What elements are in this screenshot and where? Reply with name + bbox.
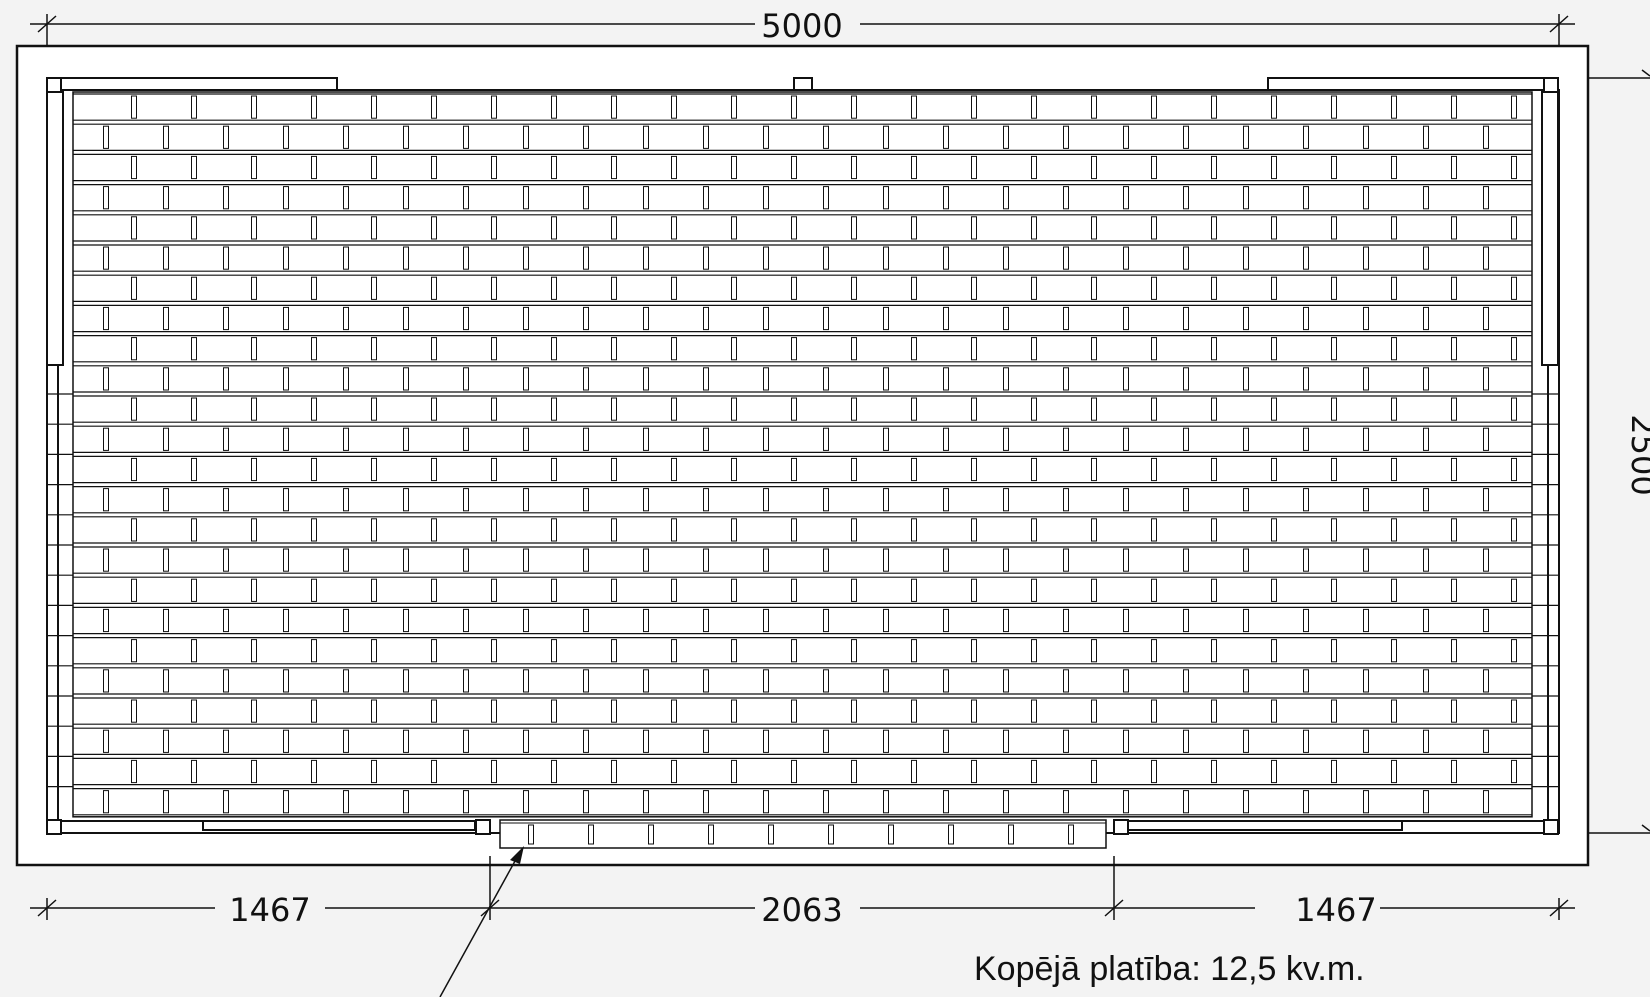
right-segment-dimension-label: 1467 [1295,891,1376,929]
dimension-lines [30,14,1650,997]
entrance-step [499,819,1107,849]
corner-posts [46,77,1559,835]
wall-panels [46,77,1559,834]
width-dimension-label: 5000 [761,7,842,45]
center-segment-dimension-label: 2063 [761,891,842,929]
left-segment-dimension-label: 1467 [229,891,310,929]
total-area-label: Kopējā platība: 12,5 kv.m. [974,950,1365,988]
deck-boards [47,91,1559,818]
depth-dimension-label: 2500 [1624,414,1650,495]
leader-arrowhead [510,846,524,864]
